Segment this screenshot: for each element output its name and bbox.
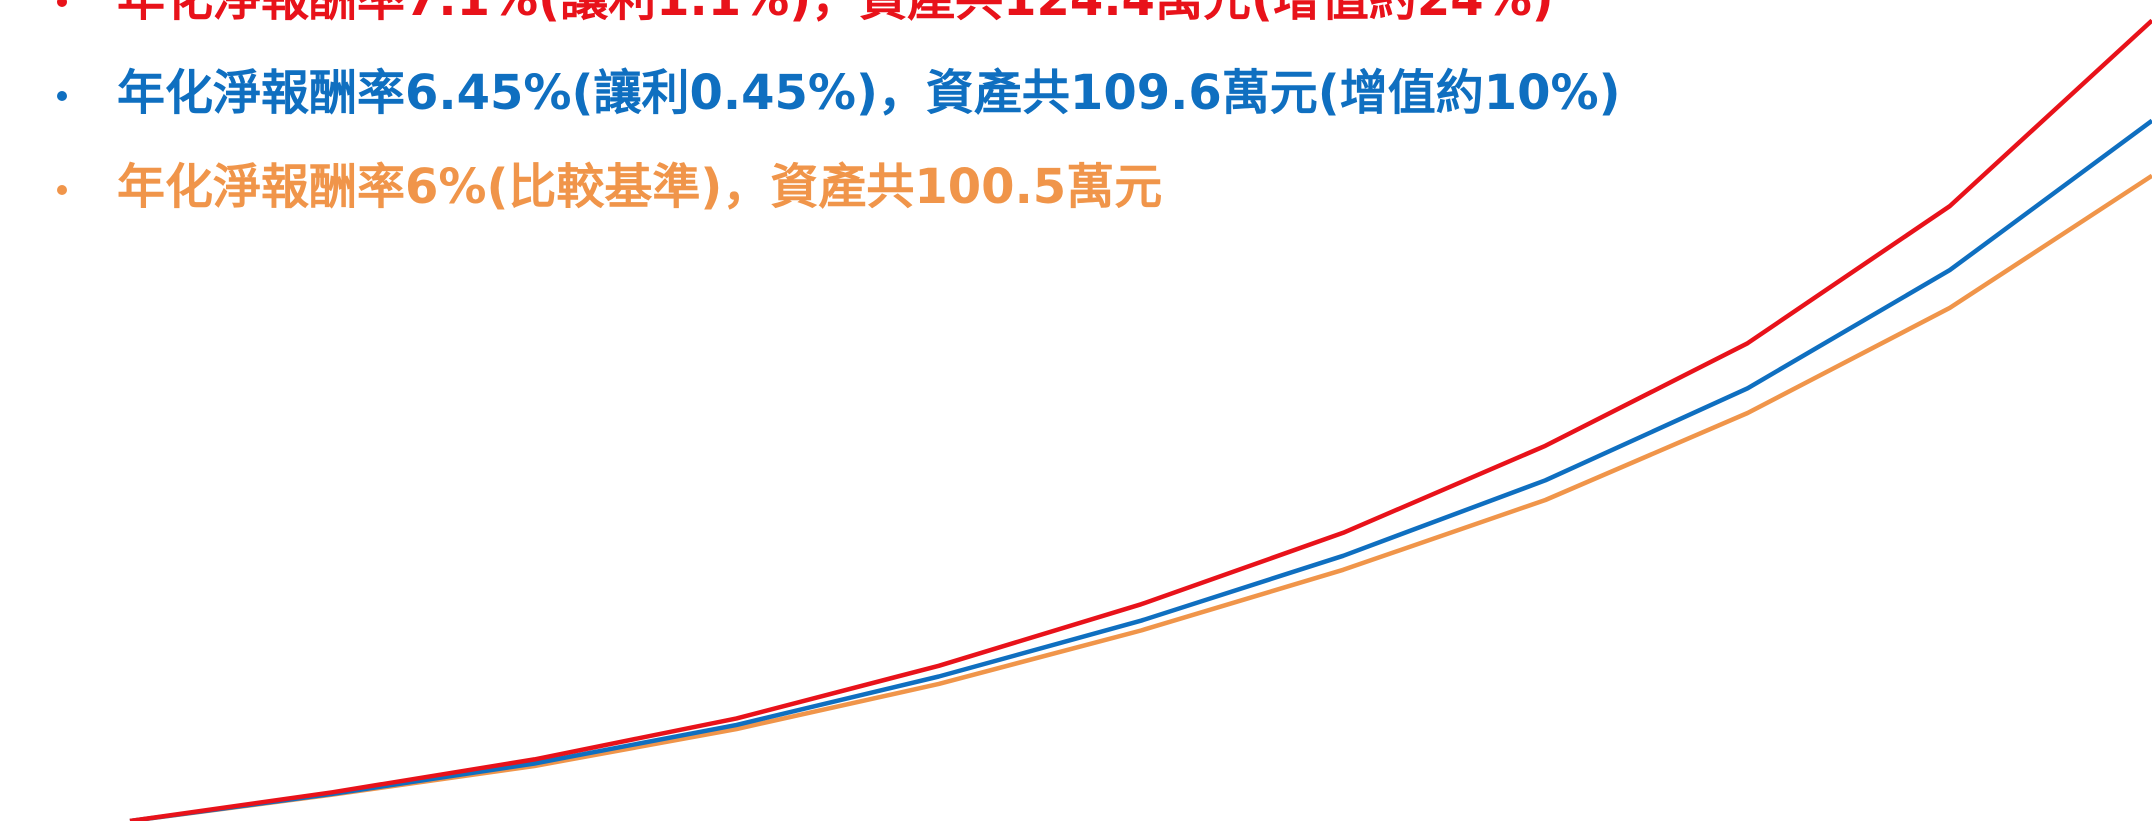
series-line [129,18,2152,821]
legend-label: 年化淨報酬率6.45%(讓利0.45%)，資產共109.6萬元(增值約10%) [117,65,1621,121]
series-line [129,118,2152,821]
legend-bullet [57,0,67,7]
legend-label: 年化淨報酬率6%(比較基準)，資產共100.5萬元 [117,159,1162,215]
legend-label: 年化淨報酬率7.1%(讓利1.1%)，資產共124.4萬元(增值約24%) [117,0,1554,27]
legend-bullet [57,185,67,195]
legend-bullet [57,91,67,101]
